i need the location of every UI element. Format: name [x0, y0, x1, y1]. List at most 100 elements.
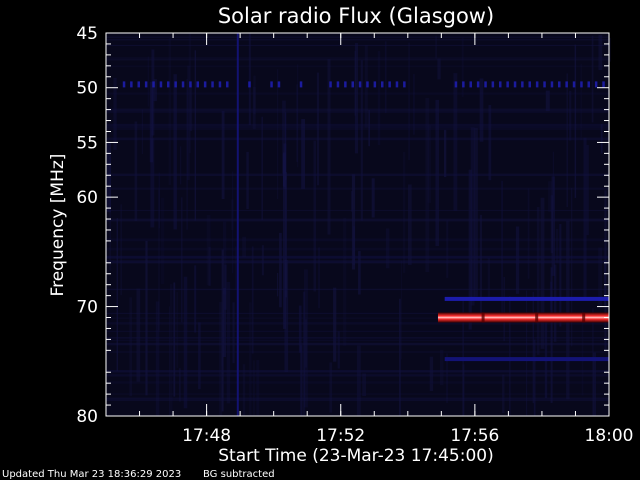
noise-streak [246, 151, 249, 209]
noise-streak [284, 259, 289, 372]
noise-streak [384, 41, 387, 114]
band-dot [395, 81, 399, 88]
noise-streak [429, 356, 434, 391]
noise-streak [351, 191, 353, 212]
noise-streak [304, 319, 308, 368]
noise-row [106, 238, 609, 242]
noise-streak [509, 296, 511, 416]
noise-streak [194, 50, 196, 221]
band-dot [277, 81, 281, 88]
noise-streak [358, 251, 361, 295]
noise-streak [554, 264, 557, 342]
noise-streak [549, 281, 553, 311]
band-dot [388, 81, 391, 88]
band-dot [513, 81, 517, 88]
noise-streak [302, 291, 306, 416]
noise-row [106, 59, 609, 61]
noise-streak [354, 43, 358, 154]
noise-row [106, 92, 609, 95]
band-dot [181, 81, 185, 88]
noise-streak [285, 172, 287, 298]
bg-subtracted-note: BG subtracted [203, 469, 275, 480]
band [444, 296, 609, 301]
band-dot [167, 81, 170, 88]
noise-streak [446, 353, 448, 403]
noise-row [106, 111, 609, 113]
noise-streak [526, 290, 528, 416]
noise-streak [574, 44, 577, 198]
noise-streak [252, 360, 255, 416]
noise-row [106, 209, 609, 211]
plot-background [106, 33, 609, 416]
noise-streak [437, 58, 441, 80]
noise-row [106, 351, 609, 353]
plot-frame [105, 32, 610, 417]
noise-streak [136, 288, 141, 382]
band-dot [462, 81, 465, 88]
noise-streak [333, 287, 337, 362]
noise-row [106, 322, 609, 325]
noise-streak [145, 240, 148, 396]
noise-streak [168, 38, 171, 185]
noise-streak [141, 109, 143, 154]
noise-streak [550, 267, 553, 403]
noise-streak [186, 79, 188, 230]
noise-row [106, 57, 609, 60]
noise-row [106, 44, 609, 46]
noise-row [106, 381, 609, 384]
x-axis-label: Start Time (23-Mar-23 17:45:00) [218, 446, 493, 466]
band-dot [226, 81, 229, 88]
noise-streak [232, 171, 234, 274]
band-dot [381, 81, 384, 88]
noise-streak [242, 236, 246, 258]
noise-row [106, 260, 609, 263]
noise-streak [583, 137, 587, 299]
noise-streak [566, 220, 570, 400]
band-dot [144, 81, 148, 88]
x-tick-label: 17:52 [316, 426, 365, 446]
noise-streak [408, 184, 412, 265]
noise-streak [586, 145, 589, 236]
noise-streak [301, 119, 305, 189]
noise-streak [157, 189, 161, 331]
noise-row [106, 137, 609, 141]
noise-streak [113, 77, 117, 150]
noise-streak [251, 246, 254, 354]
noise-streak [198, 322, 201, 390]
noise-streak [248, 33, 251, 126]
noise-streak [604, 190, 607, 350]
noise-streak [352, 226, 355, 265]
noise-streak [187, 65, 190, 180]
noise-streak [179, 368, 181, 402]
band-dot [358, 81, 362, 88]
noise-streak [313, 140, 316, 292]
noise-streak [540, 197, 545, 349]
band-dot [499, 81, 502, 88]
noise-row [106, 399, 609, 401]
band-dot [299, 81, 303, 88]
noise-streak [552, 151, 554, 212]
band-dot [491, 81, 495, 88]
noise-row [106, 370, 609, 373]
noise-streak [282, 100, 286, 174]
noise-streak [296, 84, 298, 162]
noise-streak [158, 172, 160, 229]
band-dot [196, 81, 199, 88]
noise-streak [318, 247, 320, 309]
noise-streak [221, 249, 224, 412]
chart-title: Solar radio Flux (Glasgow) [218, 4, 494, 28]
noise-streak [600, 124, 603, 154]
band-dot [558, 81, 561, 88]
x-tick-label: 17:56 [450, 426, 499, 446]
band-dot [484, 81, 487, 88]
noise-streak [569, 90, 572, 141]
noise-streak [487, 258, 491, 300]
noise-streak [176, 292, 179, 368]
noise-streak [235, 246, 237, 290]
band-dot [587, 81, 590, 88]
noise-streak [368, 110, 370, 147]
noise-streak [188, 33, 191, 154]
noise-streak [343, 217, 347, 346]
noise-texture [106, 33, 611, 416]
band-dot [336, 81, 340, 88]
